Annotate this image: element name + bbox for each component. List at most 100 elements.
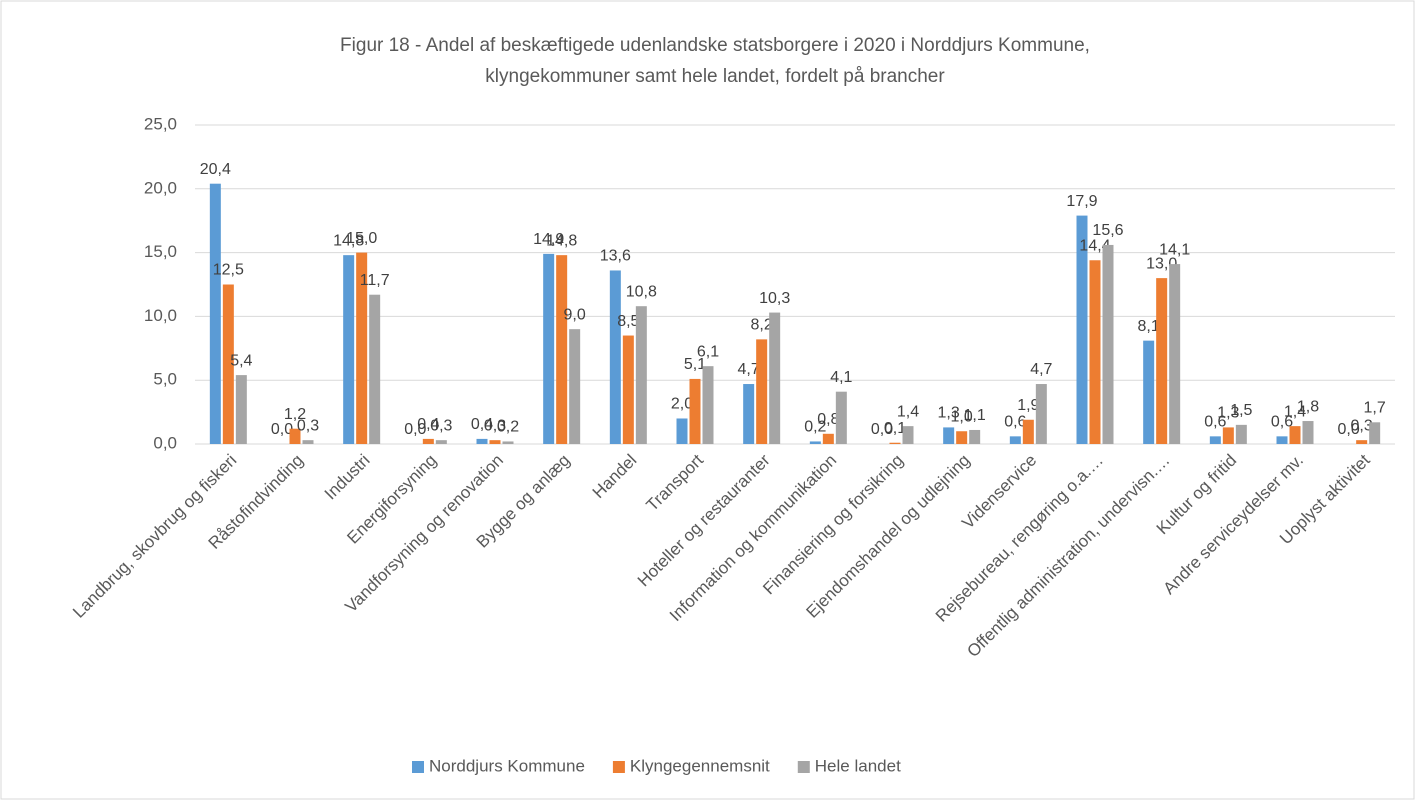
bar [1156, 278, 1168, 444]
y-tick-label: 5,0 [153, 370, 177, 389]
data-label: 4,7 [1030, 361, 1052, 378]
bar [809, 441, 821, 444]
data-label: 10,3 [759, 290, 790, 307]
data-label: 1,2 [284, 406, 306, 423]
legend-swatch [412, 761, 424, 773]
bar [822, 433, 834, 444]
data-label: 11,7 [360, 272, 390, 289]
data-label: 0,1 [884, 420, 906, 437]
data-label: 1,3 [1217, 405, 1239, 422]
data-label: 1,7 [1364, 400, 1386, 417]
data-label: 4,7 [738, 361, 760, 378]
bar [689, 378, 701, 444]
legend-swatch [797, 761, 810, 773]
bar [422, 438, 434, 444]
data-label: 8,1 [1138, 318, 1160, 335]
data-label: 0,4 [417, 416, 439, 433]
data-label: 4,1 [830, 369, 852, 386]
data-label: 0,3 [297, 417, 319, 434]
bar [1235, 424, 1247, 444]
bar [1009, 436, 1021, 444]
data-label: 14,9 [533, 231, 564, 248]
bar [235, 375, 247, 444]
data-label: 0,2 [497, 419, 519, 436]
data-label: 14,1 [1159, 241, 1190, 258]
data-label: 1,9 [1017, 397, 1039, 414]
bar [622, 335, 634, 444]
data-label: 1,8 [1297, 398, 1319, 415]
bar [302, 440, 314, 444]
data-label: 14,8 [333, 232, 364, 249]
data-label: 2,0 [671, 396, 693, 413]
bar [702, 366, 714, 444]
data-label: 0,4 [471, 416, 493, 433]
bar [476, 438, 488, 444]
bar [1209, 436, 1221, 444]
bar [1369, 422, 1381, 444]
y-tick-label: 10,0 [144, 306, 177, 325]
legend-swatch [612, 761, 625, 773]
bar [1276, 436, 1288, 444]
bar [902, 426, 914, 444]
data-label: 10,8 [626, 283, 657, 300]
bar [1356, 440, 1368, 444]
data-label: 12,5 [213, 262, 244, 279]
data-label: 1,0 [951, 408, 973, 425]
bar [289, 428, 301, 444]
bar [356, 252, 368, 444]
bar [209, 183, 221, 445]
chart-title: Figur 18 - Andel af beskæftigede udenlan… [340, 35, 1090, 56]
data-label: 0,0 [871, 421, 893, 438]
y-tick-label: 25,0 [144, 114, 177, 133]
data-label: 8,5 [617, 313, 639, 330]
data-label: 15,6 [1092, 222, 1123, 239]
data-label: 0,0 [1338, 421, 1360, 438]
bar [956, 431, 968, 444]
bar [556, 255, 568, 444]
data-label: 8,2 [751, 317, 773, 334]
bar [969, 429, 981, 444]
bar [1169, 264, 1181, 444]
data-label: 1,4 [897, 403, 919, 420]
data-label: 0,6 [1004, 414, 1026, 431]
bar [543, 253, 555, 444]
bar [1143, 340, 1155, 444]
data-label: 0,2 [804, 419, 826, 436]
bar [502, 441, 514, 444]
chart-title: klyngekommuner samt hele landet, fordelt… [485, 66, 945, 87]
data-label: 13,6 [600, 248, 631, 265]
bar [609, 270, 621, 444]
bar [369, 294, 381, 444]
data-label: 0,3 [1351, 417, 1373, 434]
data-label: 0,3 [430, 417, 452, 434]
bar [943, 427, 955, 444]
bar [1289, 426, 1301, 444]
data-label: 0,6 [1271, 414, 1293, 431]
data-label: 0,6 [1204, 414, 1226, 431]
data-label: 1,4 [1284, 403, 1306, 420]
bar [435, 440, 447, 444]
bar [635, 306, 647, 444]
data-label: 15,0 [346, 230, 377, 247]
y-tick-label: 20,0 [144, 178, 177, 197]
data-label: 9,0 [564, 306, 586, 323]
bar [676, 418, 688, 444]
data-label: 1,5 [1230, 402, 1252, 419]
data-label: 5,4 [230, 352, 252, 369]
bar [1022, 419, 1034, 444]
bar [569, 329, 581, 444]
legend-label: Norddjurs Kommune [429, 756, 585, 775]
bar [343, 255, 355, 444]
data-label: 0,8 [817, 411, 839, 428]
bar [1222, 427, 1234, 444]
data-label: 14,8 [546, 232, 577, 249]
bar [1102, 244, 1114, 444]
bar [489, 440, 501, 444]
bar [743, 384, 755, 444]
data-label: 17,9 [1066, 193, 1097, 210]
data-label: 6,1 [697, 343, 719, 360]
data-label: 1,3 [938, 405, 960, 422]
bar [756, 339, 768, 444]
